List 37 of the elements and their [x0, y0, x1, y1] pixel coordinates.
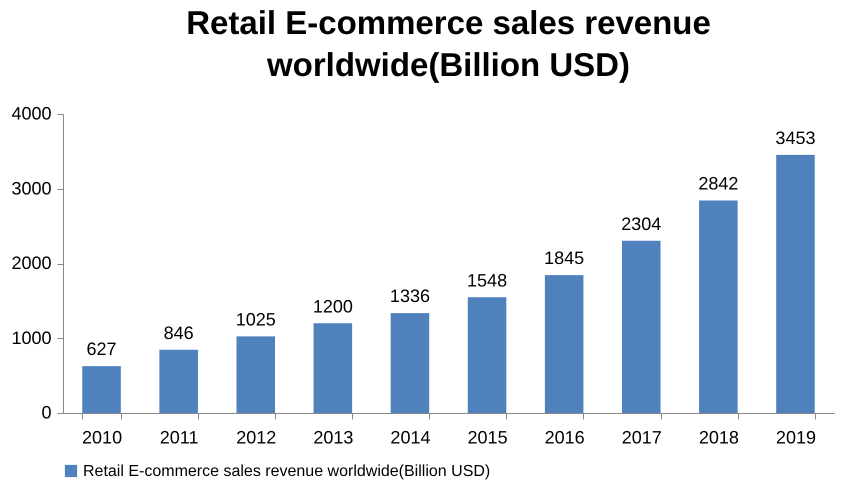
bar	[544, 275, 584, 413]
data-label: 2842	[698, 174, 738, 194]
y-tick-label: 1000	[11, 328, 52, 348]
data-label: 3453	[775, 128, 816, 148]
chart-title: Retail E-commerce sales revenue worldwide(Billion USD)	[186, 4, 711, 83]
bar	[314, 323, 352, 413]
x-tick-label: 2019	[776, 428, 816, 448]
data-label: 1845	[544, 248, 584, 268]
x-tick-label: 2013	[313, 428, 354, 448]
x-tick-label: 2015	[468, 428, 508, 448]
bar	[159, 350, 198, 413]
data-label: 1336	[390, 286, 430, 306]
y-tick-label: 2000	[11, 253, 52, 273]
data-label: 2304	[621, 214, 662, 234]
data-label: 1548	[467, 270, 508, 290]
bar	[776, 154, 815, 413]
x-tick-label: 2012	[236, 428, 276, 448]
data-label: 1025	[236, 309, 276, 330]
data-label: 846	[164, 322, 194, 343]
x-tick-label: 2017	[622, 428, 662, 448]
bar	[468, 297, 506, 413]
x-tick-label: 2018	[698, 428, 739, 448]
x-tick-label: 2016	[544, 428, 585, 448]
x-tick-label: 2014	[390, 428, 430, 448]
x-tick-label: 2010	[82, 428, 122, 448]
y-tick-label: 0	[41, 402, 52, 422]
bar	[622, 240, 661, 413]
bar	[82, 366, 121, 413]
x-tick-label: 2011	[160, 428, 199, 448]
data-label: 1200	[312, 296, 353, 316]
y-tick-label: 4000	[11, 104, 52, 124]
bar	[236, 336, 276, 413]
bar	[699, 200, 738, 413]
bar	[390, 313, 430, 413]
legend-label: Retail E-commerce sales revenue worldwide(Billion USD)	[83, 463, 490, 480]
data-label: 627	[86, 339, 117, 360]
y-tick-label: 3000	[11, 178, 52, 198]
